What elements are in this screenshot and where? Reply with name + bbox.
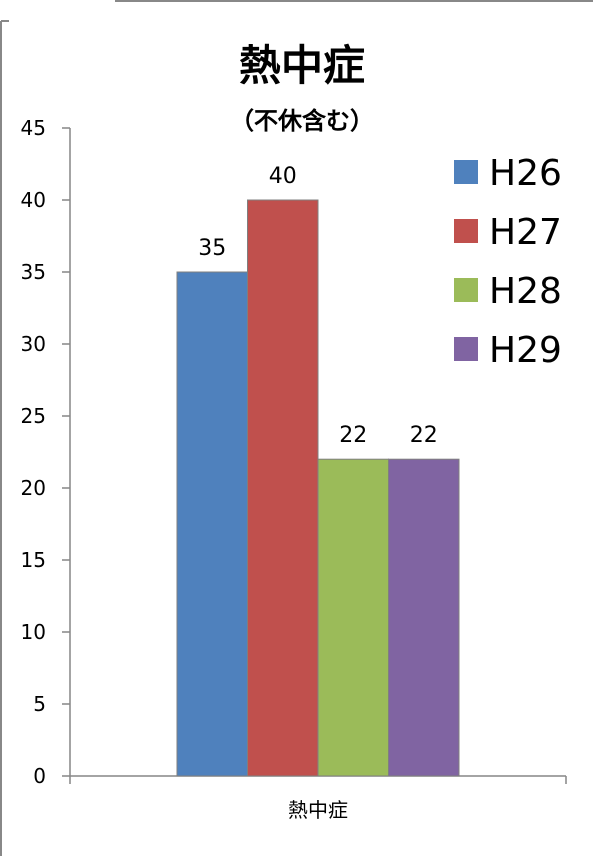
data-label-h27: 40 bbox=[269, 164, 297, 189]
bar-h28 bbox=[317, 458, 389, 777]
data-label-h29: 22 bbox=[410, 423, 438, 448]
bar-h29 bbox=[388, 458, 460, 777]
data-label-h28: 22 bbox=[339, 423, 367, 448]
legend: H26 H27 H28 H29 bbox=[454, 153, 562, 371]
y-tick-label: 25 bbox=[21, 404, 46, 428]
bar-h26 bbox=[176, 271, 248, 777]
legend-label-h26: H26 bbox=[489, 153, 562, 194]
y-tick-label: 5 bbox=[33, 692, 46, 716]
legend-swatch-h28 bbox=[454, 278, 478, 302]
chart-title: 熱中症 bbox=[239, 41, 365, 90]
legend-swatch-h26 bbox=[454, 160, 478, 184]
y-tick-label: 10 bbox=[21, 620, 46, 644]
chart-subtitle: （不休含む） bbox=[230, 107, 374, 135]
legend-swatch-h27 bbox=[454, 219, 478, 243]
x-category-label: 熱中症 bbox=[288, 798, 348, 822]
data-label-h26: 35 bbox=[198, 236, 226, 261]
y-tick-label: 40 bbox=[21, 188, 46, 212]
y-tick-label: 20 bbox=[21, 476, 46, 500]
y-tick-label: 45 bbox=[21, 116, 46, 140]
bar-h27 bbox=[247, 199, 319, 777]
y-tick-label: 30 bbox=[21, 332, 46, 356]
legend-label-h28: H28 bbox=[489, 271, 562, 312]
y-tick-label: 15 bbox=[21, 548, 46, 572]
y-tick-label: 0 bbox=[33, 764, 46, 788]
y-axis-ticks: 0 5 10 15 20 25 30 35 40 45 bbox=[21, 116, 70, 788]
data-labels-group: 35 40 22 22 bbox=[198, 164, 438, 448]
legend-label-h27: H27 bbox=[489, 212, 562, 253]
y-tick-label: 35 bbox=[21, 260, 46, 284]
bar-series-group bbox=[176, 199, 460, 777]
legend-swatch-h29 bbox=[454, 337, 478, 361]
legend-label-h29: H29 bbox=[489, 330, 562, 371]
